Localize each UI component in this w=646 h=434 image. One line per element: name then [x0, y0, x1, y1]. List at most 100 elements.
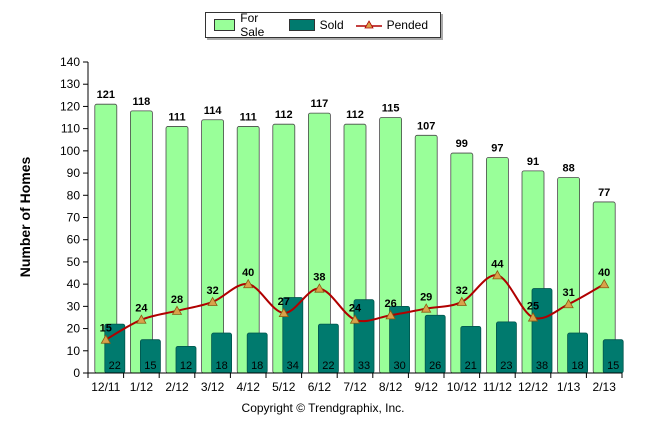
legend-label-pended: Pended	[386, 18, 428, 32]
y-tick-label: 100	[60, 144, 80, 158]
x-tick-label: 2/13	[593, 380, 617, 394]
x-tick-label: 5/12	[272, 380, 296, 394]
for-sale-data-label: 88	[562, 163, 574, 175]
pended-data-label: 25	[527, 300, 539, 312]
pended-data-label: 32	[206, 285, 218, 297]
for-sale-data-label: 112	[275, 109, 293, 121]
for-sale-data-label: 91	[527, 156, 539, 168]
sold-data-label: 18	[251, 360, 263, 372]
legend-item-pended: Pended	[355, 18, 428, 32]
x-tick-label: 11/12	[483, 380, 512, 394]
pended-marker	[385, 309, 396, 320]
y-tick-label: 110	[61, 122, 80, 136]
pended-data-label: 15	[100, 323, 112, 335]
for-sale-data-label: 97	[491, 143, 503, 155]
sold-data-label: 33	[358, 360, 370, 372]
sold-data-label: 34	[287, 360, 299, 372]
x-tick-label: 1/12	[130, 380, 154, 394]
pended-data-label: 40	[242, 267, 254, 279]
x-tick-label: 8/12	[379, 380, 403, 394]
x-tick-label: 10/12	[447, 380, 477, 394]
y-tick-label: 10	[67, 344, 81, 358]
pended-marker	[314, 283, 325, 293]
for-sale-data-label: 77	[598, 187, 610, 199]
y-tick-label: 120	[60, 99, 80, 113]
x-tick-label: 6/12	[308, 380, 332, 394]
pended-marker	[527, 312, 539, 322]
pended-data-label: 31	[562, 287, 574, 299]
legend-item-for-sale: For Sale	[214, 11, 277, 39]
x-tick-label: 2/12	[165, 380, 189, 394]
y-tick-label: 70	[67, 211, 81, 225]
x-tick-label: 12/12	[518, 380, 548, 394]
pended-marker	[278, 307, 289, 318]
pended-data-label: 24	[135, 303, 148, 315]
for-sale-data-label: 111	[168, 111, 185, 123]
for-sale-data-label: 112	[346, 109, 364, 121]
pended-data-label: 27	[278, 296, 290, 308]
x-tick-label: 12/11	[91, 380, 120, 394]
pended-data-label: 40	[598, 267, 610, 279]
sold-data-label: 26	[429, 360, 441, 372]
pended-marker	[563, 298, 574, 309]
pended-data-label: 29	[420, 292, 432, 304]
for-sale-data-label: 117	[311, 98, 329, 110]
for-sale-data-label: 111	[240, 111, 257, 123]
pended-marker	[171, 305, 183, 315]
y-axis-title-text: Number of Homes	[17, 156, 33, 278]
legend-item-sold: Sold	[288, 18, 344, 32]
sold-data-label: 15	[144, 360, 156, 372]
y-tick-label: 140	[60, 55, 80, 69]
legend-label-for-sale: For Sale	[240, 11, 265, 39]
sold-data-label: 18	[571, 360, 583, 372]
pended-marker	[243, 278, 254, 289]
sold-data-label: 18	[215, 360, 227, 372]
y-tick-label: 60	[67, 233, 81, 247]
pended-marker	[599, 278, 610, 289]
legend-line-pended	[355, 19, 382, 31]
legend-label-sold: Sold	[319, 18, 344, 32]
pended-marker	[349, 314, 361, 324]
x-tick-label: 7/12	[343, 380, 367, 394]
for-sale-bar-1/12	[129, 110, 153, 374]
pended-data-label: 28	[171, 294, 183, 306]
pended-marker	[100, 334, 111, 344]
copyright-footer: Copyright © Trendgraphix, Inc.	[241, 401, 405, 415]
for-sale-data-label: 107	[417, 120, 435, 132]
sold-data-label: 38	[536, 360, 548, 372]
y-tick-label: 130	[60, 77, 80, 91]
y-tick-label: 50	[67, 255, 81, 269]
for-sale-data-label: 121	[97, 89, 115, 101]
y-tick-label: 80	[67, 188, 81, 202]
pended-data-label: 32	[456, 285, 468, 297]
x-tick-label: 1/13	[557, 380, 581, 394]
x-tick-label: 4/12	[237, 380, 261, 394]
legend-swatch-for-sale	[214, 19, 236, 31]
sold-data-label: 21	[465, 360, 477, 372]
pended-marker	[456, 296, 467, 306]
sold-data-label: 22	[109, 360, 121, 372]
pended-marker	[207, 296, 218, 306]
pended-marker	[492, 269, 503, 280]
for-sale-data-label: 115	[382, 103, 400, 115]
pended-data-label: 38	[313, 272, 325, 284]
legend: For Sale Sold Pended	[205, 11, 441, 39]
for-sale-data-label: 99	[456, 138, 468, 150]
x-tick-label: 9/12	[415, 380, 439, 394]
pended-data-label: 24	[349, 303, 362, 315]
for-sale-data-label: 118	[133, 96, 151, 108]
sold-data-label: 23	[500, 360, 512, 372]
sold-data-label: 22	[322, 360, 334, 372]
sold-data-label: 12	[180, 360, 192, 372]
y-tick-label: 40	[67, 277, 81, 291]
for-sale-data-label: 114	[204, 105, 223, 117]
pended-data-label: 44	[491, 258, 504, 270]
sold-data-label: 30	[393, 360, 405, 372]
x-tick-label: 3/12	[201, 380, 225, 394]
pended-marker	[136, 314, 147, 324]
y-tick-label: 20	[67, 322, 81, 336]
y-tick-label: 30	[67, 299, 81, 313]
y-tick-label: 90	[67, 166, 81, 180]
